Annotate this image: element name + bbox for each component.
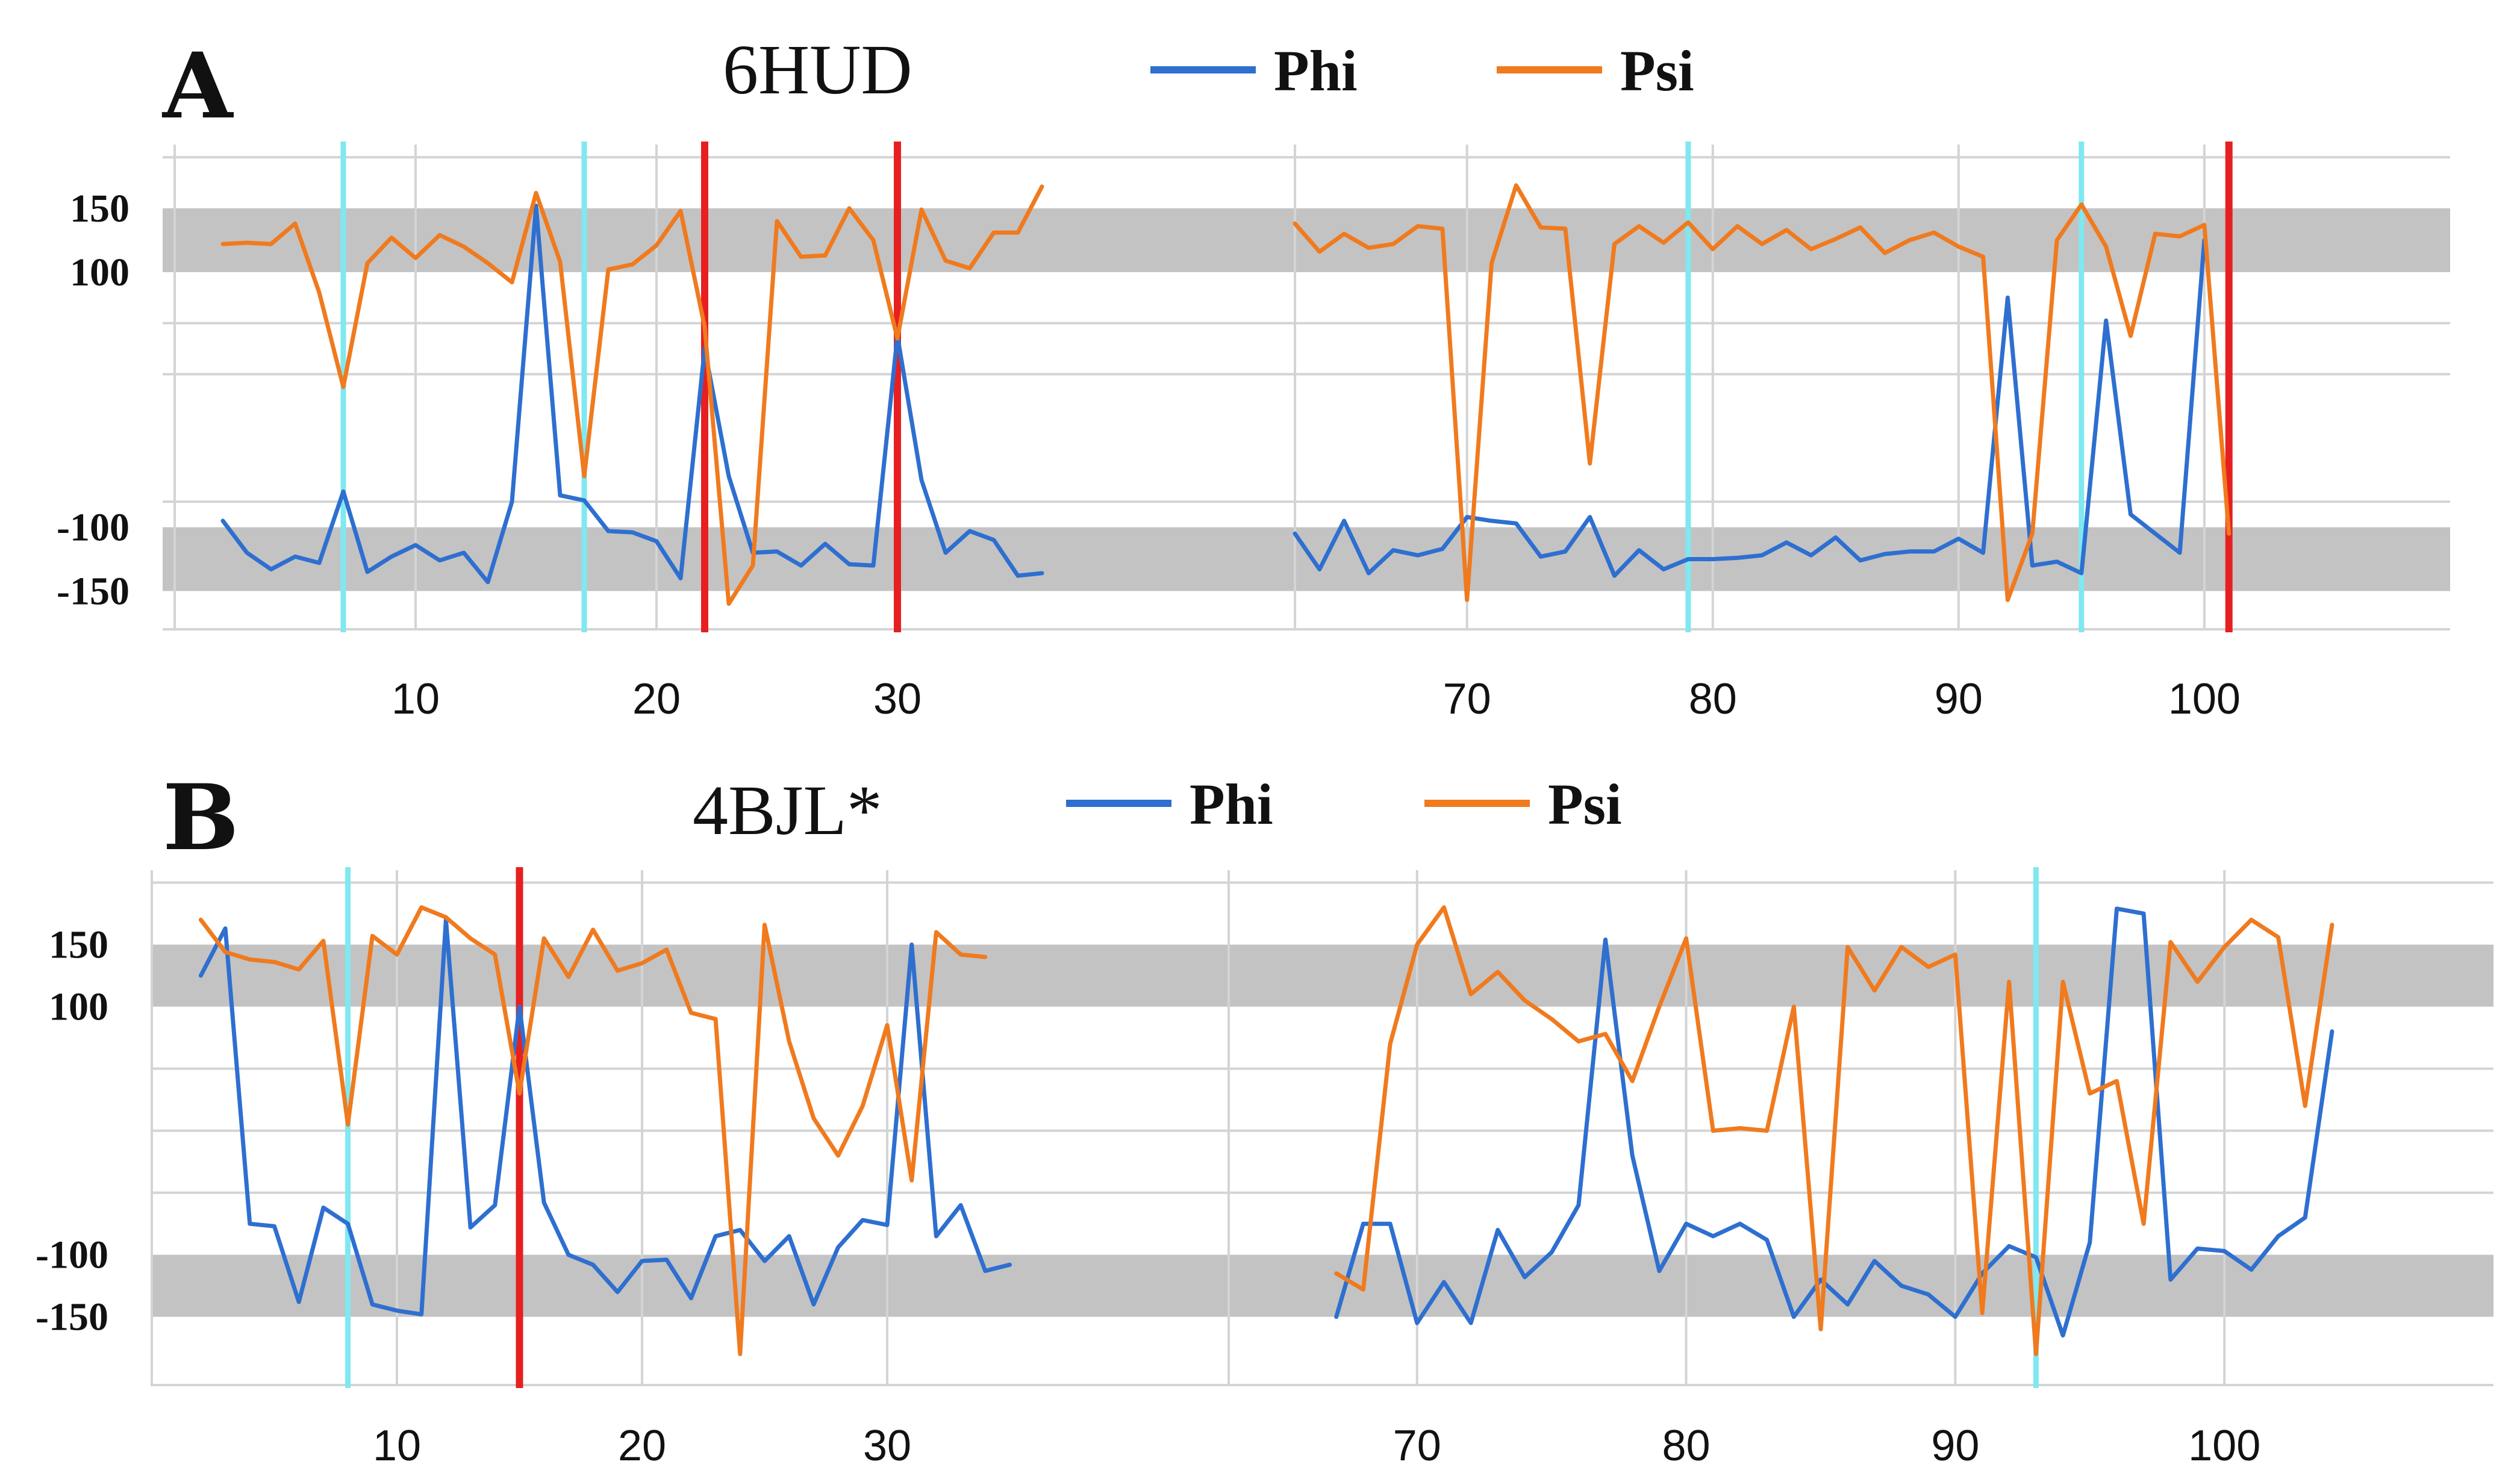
panel-a-band-1 xyxy=(163,527,2450,591)
panel-a-letter: A xyxy=(161,33,234,139)
panel-a-y-tick-1: 100 xyxy=(70,251,129,294)
panel-a-bands xyxy=(163,208,2450,591)
panel-b: 150 100 -100 -150 10 20 30 70 80 90 100 B 4BJL* P… xyxy=(36,765,2493,1470)
panel-a-seg0-x-tick-1: 20 xyxy=(632,675,681,723)
panel-a-y-tick-3: -150 xyxy=(57,569,129,613)
panel-b-legend-phi: Phi xyxy=(1190,772,1273,836)
panel-b-y-tick-2: -100 xyxy=(36,1233,108,1277)
panel-a-seg0-x-tick-0: 10 xyxy=(391,675,440,723)
panel-b-seg0-x-tick-0: 10 xyxy=(373,1422,421,1470)
panel-a-y-ticks: 150 100 -100 -150 xyxy=(57,187,129,614)
panel-a-seg0-phi-line xyxy=(220,204,1044,585)
panel-b-lines xyxy=(198,905,2334,1356)
panel-b-y-tick-3: -150 xyxy=(36,1295,108,1339)
panel-b-title: 4BJL* xyxy=(693,771,882,850)
panel-a-seg1-phi-line xyxy=(1293,238,2207,578)
panel-a-seg1-psi-line xyxy=(1293,183,2232,602)
panel-b-y-tick-0: 150 xyxy=(49,923,108,967)
panel-a: 150 100 -100 -150 10 20 30 70 80 90 100 A 6HUD Ph… xyxy=(57,30,2450,723)
panel-a-legend-phi: Phi xyxy=(1274,39,1358,103)
panel-a-legend-psi: Psi xyxy=(1620,39,1694,103)
panel-b-markers xyxy=(345,867,2039,1388)
panel-b-band-1 xyxy=(151,1254,2493,1317)
panel-b-seg1-x-tick-2: 90 xyxy=(1931,1422,1979,1470)
panel-b-seg1-x-tick-3: 100 xyxy=(2188,1422,2260,1470)
panel-b-seg0-x-tick-2: 30 xyxy=(863,1422,911,1470)
panel-b-seg0-psi-line xyxy=(198,905,988,1356)
panel-a-x-ticks: 10 20 30 70 80 90 100 xyxy=(391,675,2241,723)
panel-a-lines xyxy=(220,183,2232,606)
panel-b-seg1-x-tick-1: 80 xyxy=(1662,1422,1711,1470)
panel-a-seg1-x-tick-0: 70 xyxy=(1443,675,1491,723)
panel-b-legend-psi: Psi xyxy=(1548,772,1622,836)
panel-a-y-tick-0: 150 xyxy=(70,187,129,231)
panel-b-seg1-psi-line xyxy=(1334,905,2334,1356)
panel-a-grid xyxy=(163,145,2450,630)
panel-a-band-0 xyxy=(163,208,2450,272)
panel-a-seg1-x-tick-2: 90 xyxy=(1935,675,1983,723)
panel-a-y-tick-2: -100 xyxy=(57,506,129,550)
panel-b-seg1-phi-line xyxy=(1334,906,2334,1338)
panel-b-seg0-x-tick-1: 20 xyxy=(618,1422,666,1470)
panel-a-title: 6HUD xyxy=(723,30,912,109)
panel-b-seg1-x-tick-0: 70 xyxy=(1393,1422,1441,1470)
panel-b-y-tick-1: 100 xyxy=(49,985,108,1029)
panel-b-letter: B xyxy=(163,765,239,871)
panel-b-grid xyxy=(151,870,2493,1386)
panel-a-seg1-x-tick-1: 80 xyxy=(1689,675,1737,723)
panel-b-y-ticks: 150 100 -100 -150 xyxy=(36,923,108,1339)
panel-a-seg1-x-tick-3: 100 xyxy=(2168,675,2241,723)
panel-a-seg0-x-tick-2: 30 xyxy=(873,675,922,723)
panel-b-seg0-phi-line xyxy=(198,917,1012,1317)
panel-a-seg0-psi-line xyxy=(220,184,1044,606)
panel-b-x-ticks: 10 20 30 70 80 90 100 xyxy=(373,1422,2260,1470)
